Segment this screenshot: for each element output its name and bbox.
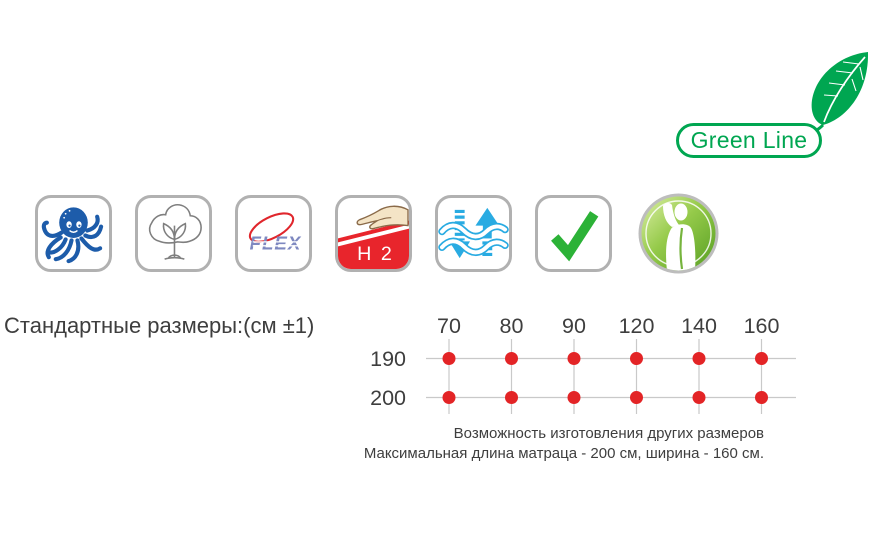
orthopedic-person-graphic (638, 193, 719, 274)
length-label: 190 (370, 347, 406, 371)
orthopedic-person-icon (638, 193, 719, 274)
cotton-graphic (148, 203, 202, 260)
width-label: 140 (681, 314, 717, 338)
width-label: 90 (562, 314, 586, 338)
size-available-dot (630, 352, 643, 365)
sizes-title: Стандартные размеры:(см ±1) (4, 313, 315, 338)
size-available-dot (567, 391, 581, 404)
size-available-dot (692, 352, 706, 365)
green-line-badge: Green Line (676, 123, 822, 158)
width-label: 120 (619, 314, 655, 338)
octopus-graphic (41, 207, 104, 264)
ventilation-graphic (438, 207, 509, 259)
size-available-dot (692, 391, 706, 404)
width-label: 70 (437, 314, 461, 338)
width-label: 160 (744, 314, 780, 338)
check-graphic (551, 211, 599, 262)
cotton-icon (135, 195, 212, 272)
size-matrix-svg: 70 80 90 120 140 160 190 200 (370, 314, 796, 414)
feature-icons-row: FLEX H 2 (35, 193, 719, 274)
h2-label: H 2 (357, 243, 394, 265)
green-line-label: Green Line (690, 127, 808, 153)
notes-block: Возможность изготовления других размеров… (0, 424, 764, 464)
size-available-dot (442, 391, 456, 404)
note-line-1: Возможность изготовления других размеров (453, 425, 764, 442)
width-label: 80 (500, 314, 524, 338)
size-matrix: 70 80 90 120 140 160 190 200 (360, 305, 800, 420)
flex-graphic: FLEX (248, 212, 302, 253)
flex-icon: FLEX (235, 195, 312, 272)
note-line-2: Максимальная длина матраца - 200 см, шир… (363, 445, 764, 462)
size-available-dot (505, 391, 518, 404)
size-available-dot (442, 352, 456, 365)
firmness-h2-icon: H 2 (335, 195, 412, 272)
ventilation-icon (435, 195, 512, 272)
firmness-h2-graphic: H 2 (338, 205, 409, 269)
flex-label: FLEX (250, 232, 302, 253)
size-available-dot (505, 352, 518, 365)
check-icon (535, 195, 612, 272)
size-available-dot (567, 352, 581, 365)
size-available-dot (755, 391, 768, 404)
octopus-icon (35, 195, 112, 272)
size-available-dot (630, 391, 643, 404)
length-label: 200 (370, 386, 406, 410)
size-available-dot (755, 352, 768, 365)
